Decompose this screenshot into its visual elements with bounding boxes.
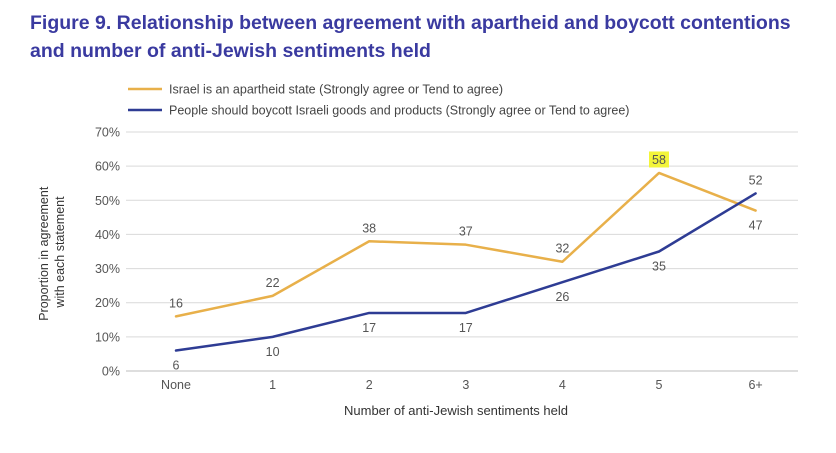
- x-tick-label: None: [161, 378, 191, 392]
- data-label: 35: [652, 260, 666, 274]
- data-label: 38: [362, 221, 376, 235]
- data-label: 10: [266, 345, 280, 359]
- gridlines: [126, 131, 798, 372]
- data-label: 17: [459, 321, 473, 335]
- x-tick-label: 4: [559, 378, 566, 392]
- x-axis-label: Number of anti-Jewish sentiments held: [344, 403, 568, 418]
- x-tick-label: 2: [366, 378, 373, 392]
- legend-label-2: People should boycott Israeli goods and …: [169, 104, 629, 118]
- series-lines: [174, 171, 757, 352]
- data-label: 58: [652, 153, 666, 167]
- y-tick-label: 50%: [95, 194, 120, 208]
- data-label: 47: [749, 219, 763, 233]
- y-tick-label: 30%: [95, 262, 120, 276]
- y-tick-label: 40%: [95, 228, 120, 242]
- y-tick-label: 0%: [102, 365, 120, 379]
- y-axis-tick-labels: 0% 10% 20% 30% 40% 50% 60% 70%: [95, 126, 120, 379]
- x-tick-label: 3: [462, 378, 469, 392]
- y-tick-label: 10%: [95, 330, 120, 344]
- x-axis-tick-labels: None 1 2 3 4 5 6+: [161, 378, 763, 392]
- y-axis-label-line-1: Proportion in agreement: [37, 186, 51, 321]
- y-tick-label: 20%: [95, 296, 120, 310]
- data-labels: 16 22 38 37 32 58 47 6 10 17 17 26 35 52: [169, 151, 763, 373]
- x-tick-label: 1: [269, 378, 276, 392]
- legend: Israel is an apartheid state (Strongly a…: [128, 83, 629, 118]
- figure-title-line-2: and number of anti-Jewish sentiments hel…: [30, 40, 431, 62]
- series-line-1: [174, 171, 757, 318]
- data-label: 52: [749, 173, 763, 187]
- x-tick-label: 5: [656, 378, 663, 392]
- data-label: 26: [555, 290, 569, 304]
- data-label: 6: [173, 359, 180, 373]
- figure-title-line-1: Figure 9. Relationship between agreement…: [30, 12, 791, 34]
- y-tick-label: 70%: [95, 126, 120, 140]
- data-label: 22: [266, 276, 280, 290]
- y-axis-label-line-2: with each statement: [53, 196, 67, 309]
- legend-label-1: Israel is an apartheid state (Strongly a…: [169, 83, 503, 97]
- y-axis-label: Proportion in agreement with each statem…: [37, 183, 67, 321]
- x-tick-label: 6+: [748, 378, 762, 392]
- y-tick-label: 60%: [95, 160, 120, 174]
- data-label: 16: [169, 296, 183, 310]
- series-line-2: [174, 192, 757, 352]
- figure-title: Figure 9. Relationship between agreement…: [30, 9, 830, 65]
- data-label: 37: [459, 225, 473, 239]
- data-label: 17: [362, 321, 376, 335]
- data-label: 32: [555, 242, 569, 256]
- data-label-highlight: [649, 151, 669, 168]
